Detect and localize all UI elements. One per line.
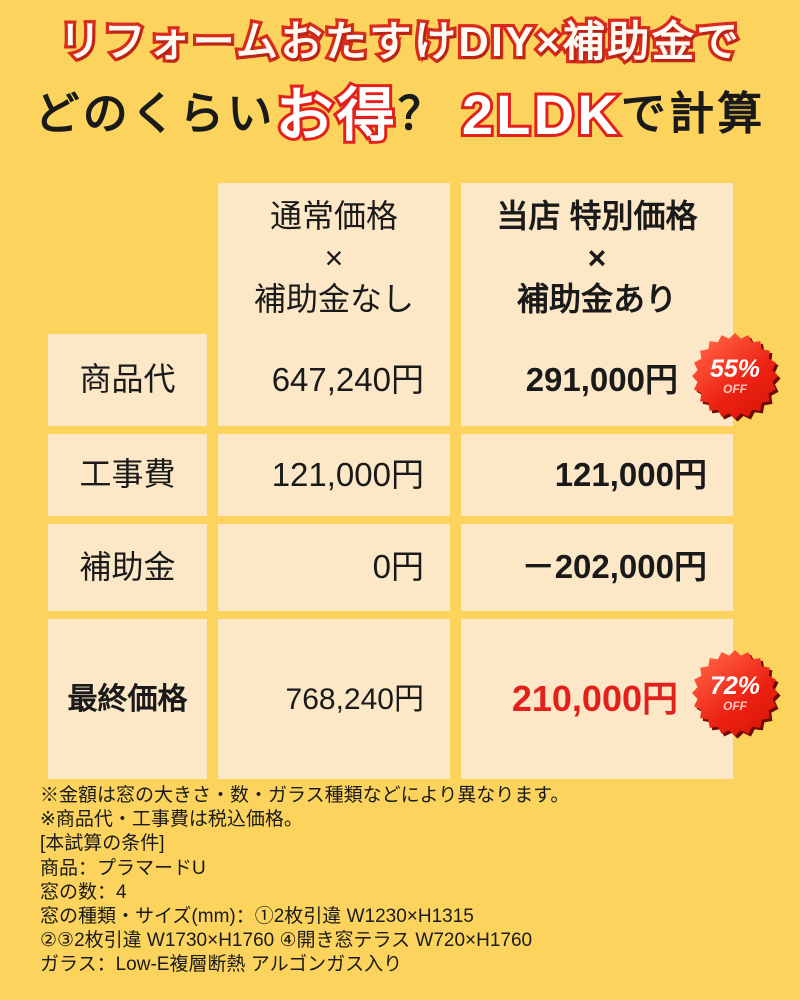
svg-text:OFF: OFF xyxy=(723,699,748,713)
svg-text:OFF: OFF xyxy=(723,382,748,396)
svg-text:55%: 55% xyxy=(710,355,760,383)
svg-text:72%: 72% xyxy=(710,672,760,700)
